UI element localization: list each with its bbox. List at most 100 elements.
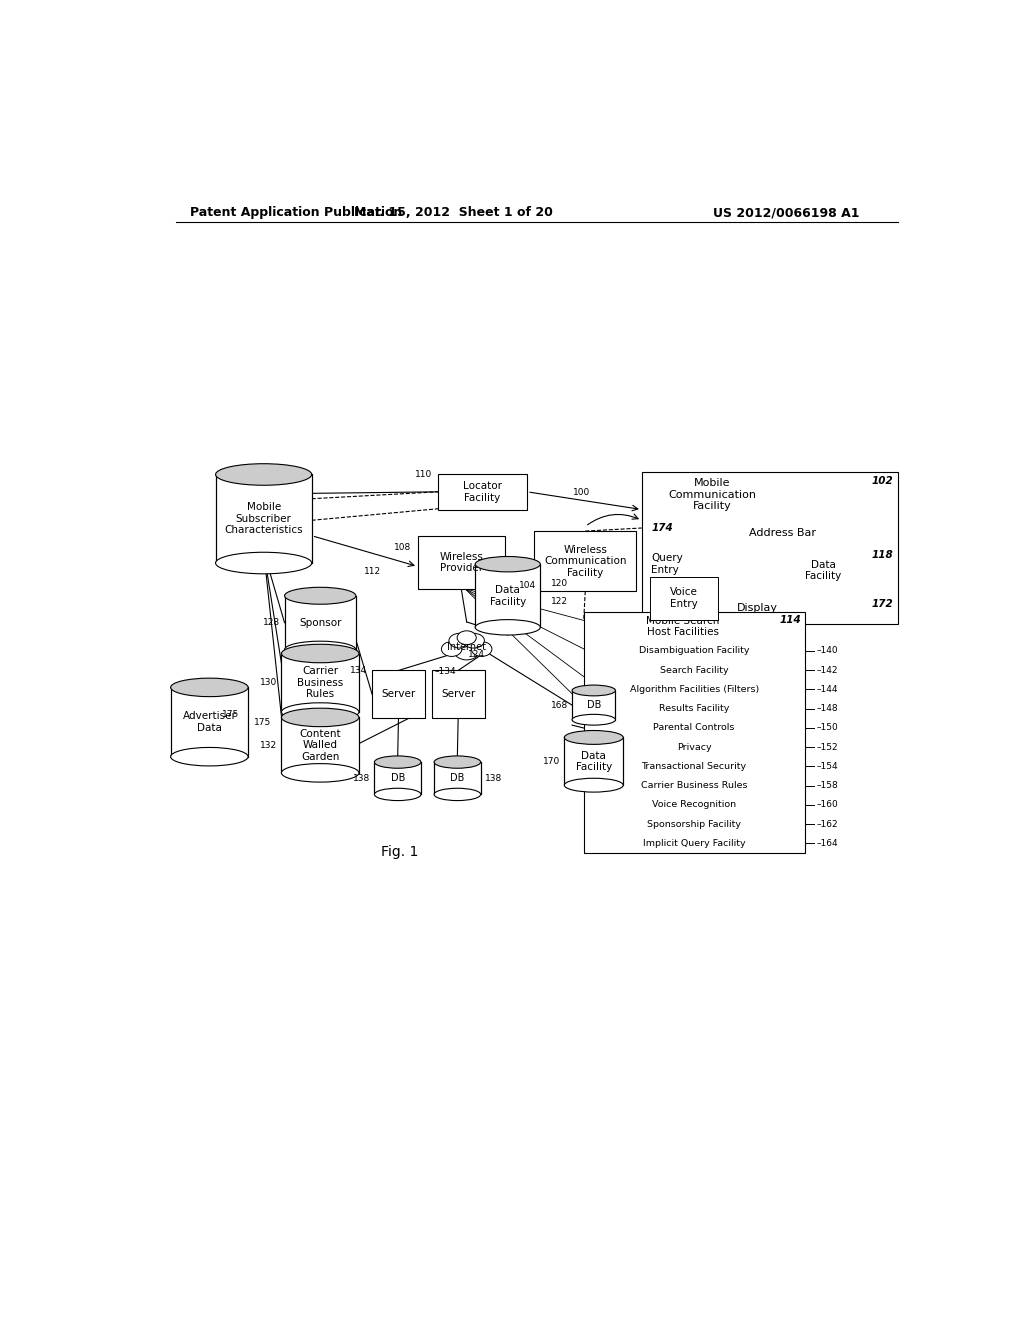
Bar [282, 718, 359, 774]
Ellipse shape [375, 756, 421, 768]
Text: –144: –144 [816, 685, 838, 694]
Text: –160: –160 [816, 800, 838, 809]
Ellipse shape [449, 634, 471, 648]
Text: 110: 110 [416, 470, 432, 479]
Bar [285, 595, 356, 649]
Ellipse shape [564, 730, 624, 744]
Text: Content
Walled
Garden: Content Walled Garden [299, 729, 341, 762]
Text: 108: 108 [394, 544, 412, 552]
Ellipse shape [375, 788, 421, 800]
Text: Mobile
Subscriber
Characteristics: Mobile Subscriber Characteristics [224, 502, 303, 536]
Text: Internet: Internet [447, 642, 486, 652]
Ellipse shape [282, 702, 359, 721]
Text: Locator
Facility: Locator Facility [463, 480, 502, 503]
Text: Search Facility: Search Facility [659, 665, 728, 675]
Ellipse shape [216, 552, 311, 574]
Text: Transactional Security: Transactional Security [642, 762, 746, 771]
Text: –142: –142 [816, 665, 838, 675]
Text: 100: 100 [572, 488, 590, 496]
Text: Server: Server [381, 689, 416, 700]
Text: –158: –158 [816, 781, 838, 791]
Text: Carrier Business Rules: Carrier Business Rules [641, 781, 748, 791]
Text: 168: 168 [551, 701, 568, 710]
Text: –154: –154 [816, 762, 838, 771]
Text: 130: 130 [259, 678, 276, 688]
Text: 104: 104 [519, 581, 537, 590]
FancyBboxPatch shape [418, 536, 505, 589]
Bar [171, 688, 248, 756]
Bar [216, 474, 311, 564]
Text: 170: 170 [543, 756, 560, 766]
Text: 120: 120 [551, 578, 568, 587]
Text: 114: 114 [779, 615, 802, 624]
FancyBboxPatch shape [438, 474, 527, 510]
Text: 124: 124 [468, 649, 484, 659]
Text: Implicit Query Facility: Implicit Query Facility [643, 838, 745, 847]
Text: 174: 174 [651, 524, 673, 533]
Text: –152: –152 [816, 743, 838, 751]
Text: Advertiser
Data: Advertiser Data [182, 711, 237, 733]
Ellipse shape [216, 463, 311, 486]
Text: Results Facility: Results Facility [659, 704, 729, 713]
Ellipse shape [434, 756, 480, 768]
Text: 172: 172 [872, 599, 894, 609]
FancyBboxPatch shape [584, 612, 805, 853]
Text: Server: Server [441, 689, 475, 700]
Bar [282, 653, 359, 711]
Text: 102: 102 [872, 475, 894, 486]
Text: Data
Facility: Data Facility [805, 560, 842, 581]
Text: –162: –162 [816, 820, 838, 829]
Ellipse shape [475, 557, 541, 572]
Text: Wireless
Provider: Wireless Provider [439, 552, 483, 573]
Text: 128: 128 [263, 618, 280, 627]
Bar [475, 564, 541, 627]
Text: Algorithm Facilities (Filters): Algorithm Facilities (Filters) [630, 685, 759, 694]
Text: Parental Controls: Parental Controls [653, 723, 735, 733]
Text: Voice
Entry: Voice Entry [670, 587, 697, 609]
Ellipse shape [171, 678, 248, 697]
Bar [434, 762, 480, 795]
Text: Sponsorship Facility: Sponsorship Facility [647, 820, 741, 829]
Text: DB: DB [451, 774, 465, 783]
Text: Sponsor: Sponsor [299, 618, 341, 628]
Ellipse shape [282, 708, 359, 726]
Ellipse shape [171, 747, 248, 766]
Text: Mar. 15, 2012  Sheet 1 of 20: Mar. 15, 2012 Sheet 1 of 20 [354, 206, 553, 219]
FancyBboxPatch shape [535, 531, 636, 591]
Text: 138: 138 [352, 774, 370, 783]
FancyBboxPatch shape [372, 671, 425, 718]
Text: Patent Application Publication: Patent Application Publication [190, 206, 402, 219]
Text: US 2012/0066198 A1: US 2012/0066198 A1 [713, 206, 859, 219]
Text: DB: DB [587, 700, 601, 710]
Ellipse shape [564, 779, 624, 792]
Text: 118: 118 [872, 549, 894, 560]
Text: 175: 175 [254, 718, 271, 726]
Text: 112: 112 [364, 566, 381, 576]
Text: 138: 138 [485, 774, 503, 783]
Text: –164: –164 [816, 838, 838, 847]
Ellipse shape [282, 763, 359, 781]
Ellipse shape [572, 685, 615, 696]
Text: 175: 175 [221, 710, 239, 718]
Ellipse shape [471, 642, 492, 656]
Text: Wireless
Communication
Facility: Wireless Communication Facility [544, 545, 627, 578]
Text: –150: –150 [816, 723, 838, 733]
Text: Mobile
Communication
Facility: Mobile Communication Facility [668, 478, 756, 511]
Text: DB: DB [390, 774, 404, 783]
FancyBboxPatch shape [432, 671, 484, 718]
Ellipse shape [285, 642, 356, 659]
Text: Address Bar: Address Bar [749, 528, 816, 537]
Ellipse shape [457, 631, 476, 644]
Text: Data
Facility: Data Facility [575, 751, 612, 772]
Ellipse shape [475, 619, 541, 635]
FancyBboxPatch shape [642, 471, 898, 624]
Ellipse shape [463, 634, 484, 648]
Bar [572, 690, 615, 719]
Text: Voice Recognition: Voice Recognition [652, 800, 736, 809]
Bar [375, 762, 421, 795]
Text: –140: –140 [816, 647, 838, 655]
Text: Disambiguation Facility: Disambiguation Facility [639, 647, 750, 655]
Text: –148: –148 [816, 704, 838, 713]
Text: Privacy: Privacy [677, 743, 712, 751]
Ellipse shape [434, 788, 480, 800]
